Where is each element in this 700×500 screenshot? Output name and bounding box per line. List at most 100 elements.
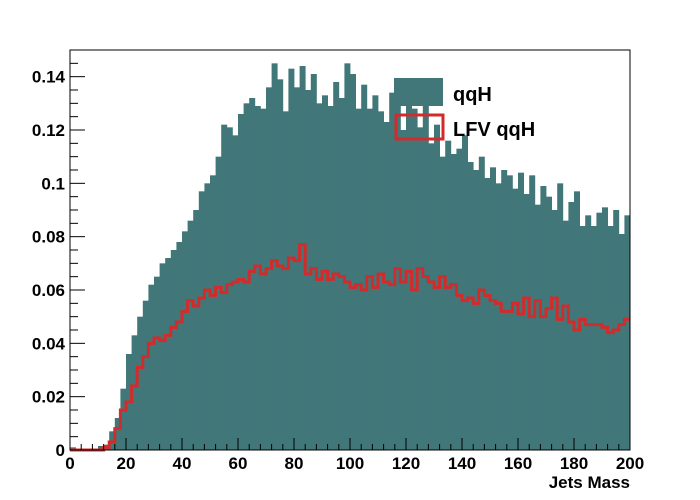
qqh-bar — [137, 316, 144, 450]
y-tick-label: 0.1 — [41, 174, 65, 193]
qqh-bar — [557, 183, 564, 451]
qqh-bar — [98, 446, 104, 450]
qqh-bar — [165, 258, 172, 450]
x-tick-label: 20 — [117, 454, 136, 473]
y-tick-label: 0.02 — [32, 388, 65, 407]
qqh-bar — [142, 300, 149, 450]
qqh-bar — [316, 103, 323, 450]
qqh-bar — [120, 388, 127, 450]
x-tick-label: 40 — [173, 454, 192, 473]
qqh-bar — [456, 148, 463, 450]
x-tick-label: 100 — [336, 454, 364, 473]
qqh-bar — [422, 95, 429, 450]
qqh-bar — [445, 140, 452, 450]
y-tick-label: 0.08 — [32, 228, 65, 247]
qqh-bar — [596, 212, 603, 450]
qqh-bar — [411, 108, 418, 451]
qqh-bar — [294, 87, 300, 450]
qqh-bar — [361, 84, 368, 451]
qqh-bar — [305, 90, 312, 450]
qqh-bar — [518, 172, 524, 450]
qqh-bar — [131, 335, 138, 450]
lfv-qqh-histogram-line — [70, 243, 630, 452]
qqh-bar — [389, 92, 396, 451]
qqh-bar — [198, 191, 205, 451]
qqh-bar — [562, 220, 569, 450]
qqh-bar — [221, 124, 228, 451]
legend: qqH LFV qqH — [394, 78, 535, 141]
qqh-bar — [450, 154, 457, 450]
qqh-bar — [579, 226, 586, 450]
qqh-bars — [70, 63, 631, 451]
qqh-bar — [350, 74, 356, 450]
qqh-bar — [378, 111, 384, 450]
qqh-bar — [372, 95, 379, 450]
y-tick-label: 0.12 — [32, 121, 65, 140]
qqh-bar — [159, 263, 166, 450]
qqh-bar — [607, 226, 614, 450]
qqh-bar — [467, 162, 474, 450]
qqh-bar — [154, 276, 160, 450]
legend-label-lfv-qqh: LFV qqH — [453, 119, 535, 141]
y-tick-label: 0.06 — [32, 281, 65, 300]
qqh-bar — [182, 231, 188, 450]
qqh-bar — [551, 210, 558, 450]
y-tick-label: 0.14 — [32, 68, 66, 87]
qqh-bar — [260, 108, 267, 451]
qqh-bar — [366, 108, 373, 451]
qqh-bar — [534, 204, 541, 450]
qqh-bar — [590, 226, 597, 450]
qqh-bar — [238, 114, 244, 450]
qqh-bar — [232, 135, 239, 451]
x-tick-label: 80 — [285, 454, 304, 473]
x-tick-label: 160 — [504, 454, 532, 473]
x-axis-title: Jets Mass — [549, 473, 630, 492]
qqh-bar — [484, 178, 491, 450]
qqh-bar — [529, 175, 536, 451]
x-tick-label: 60 — [229, 454, 248, 473]
qqh-bar — [400, 130, 407, 450]
qqh-bar — [187, 220, 194, 450]
qqh-bar — [249, 98, 256, 450]
y-tick-label: 0 — [56, 441, 65, 460]
qqh-bar — [193, 210, 200, 450]
legend-swatch-qqh — [394, 78, 443, 106]
qqh-bar — [344, 63, 351, 450]
qqh-bar — [383, 122, 390, 450]
x-axis-tick-labels: 0 20 40 60 80 100 120 140 160 180 200 — [65, 454, 644, 473]
x-tick-label: 140 — [448, 454, 476, 473]
qqh-bar — [406, 98, 412, 450]
qqh-bar — [512, 188, 519, 450]
y-tick-label: 0.04 — [32, 334, 66, 353]
qqh-bar — [254, 106, 261, 450]
y-axis-ticks — [70, 49, 85, 451]
qqh-bar — [243, 103, 250, 450]
qqh-bar — [226, 127, 233, 450]
qqh-bar — [585, 215, 592, 450]
qqh-bar — [473, 170, 480, 450]
qqh-bar — [333, 82, 340, 450]
qqh-bar — [355, 108, 362, 451]
qqh-bar — [282, 111, 289, 450]
qqh-bar — [495, 183, 502, 451]
qqh-bar — [114, 418, 121, 450]
qqh-bar — [490, 167, 496, 451]
x-axis-ticks — [69, 438, 631, 450]
qqh-bar — [574, 191, 580, 451]
legend-swatch-lfv-qqh — [394, 113, 445, 141]
x-tick-label: 120 — [392, 454, 420, 473]
qqh-bar — [439, 156, 446, 450]
qqh-bar — [310, 74, 317, 450]
x-tick-label: 0 — [65, 454, 74, 473]
x-tick-label: 180 — [560, 454, 588, 473]
qqh-bar — [148, 284, 155, 450]
qqh-bar — [215, 156, 222, 450]
qqh-bar — [568, 202, 575, 450]
qqh-bar — [210, 175, 216, 451]
qqh-bar — [624, 215, 631, 450]
qqh-bar — [618, 234, 625, 450]
qqh-bar — [462, 135, 468, 451]
qqh-bar — [271, 63, 278, 450]
